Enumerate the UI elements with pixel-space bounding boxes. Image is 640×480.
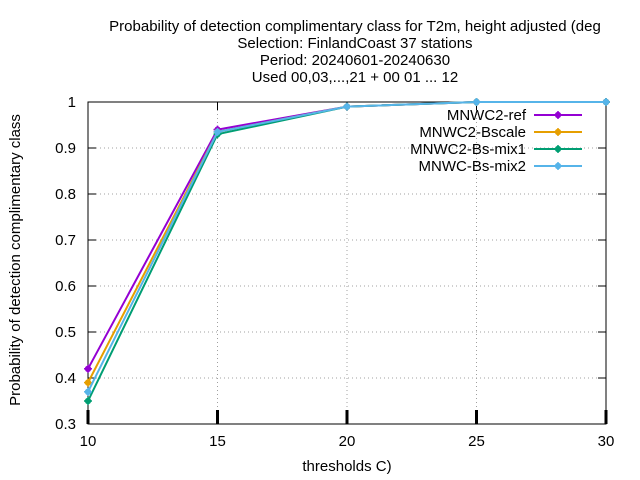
legend-label: MNWC2-Bscale xyxy=(419,124,526,141)
x-tick-label: 10 xyxy=(80,433,97,450)
y-tick-label: 0.3 xyxy=(55,416,76,433)
y-tick-label: 1 xyxy=(68,94,76,111)
title-line: Period: 20240601-20240630 xyxy=(260,52,450,69)
y-tick-labels: 0.3 0.4 0.5 0.6 0.7 0.8 0.9 1 xyxy=(55,94,76,433)
data-point xyxy=(84,378,92,387)
legend-label: MNWC2-Bs-mix1 xyxy=(410,141,526,158)
x-tick-label: 15 xyxy=(209,433,226,450)
data-point xyxy=(84,397,92,405)
x-tick-label: 25 xyxy=(468,433,485,450)
data-point xyxy=(213,127,222,136)
x-tick-labels: 10 15 20 25 30 xyxy=(80,433,615,450)
data-point xyxy=(343,102,351,111)
grid xyxy=(88,102,606,424)
series xyxy=(84,98,610,405)
y-axis-label: Probability of detection complimentary c… xyxy=(7,114,24,406)
y-tick-label: 0.5 xyxy=(55,324,76,341)
y-tick-label: 0.7 xyxy=(55,232,76,249)
legend-marker xyxy=(554,162,562,170)
legend-marker xyxy=(554,111,562,119)
title-line: Used 00,03,...,21 + 00 01 ... 12 xyxy=(252,69,458,86)
y-tick-label: 0.6 xyxy=(55,278,76,295)
title-line: Probability of detection complimentary c… xyxy=(109,18,601,35)
legend: MNWC2-refMNWC2-BscaleMNWC2-Bs-mix1MNWC-B… xyxy=(410,107,582,175)
y-tick-label: 0.4 xyxy=(55,370,76,387)
x-axis-label: thresholds C) xyxy=(302,458,391,475)
x-tick-label: 30 xyxy=(598,433,615,450)
data-point xyxy=(472,98,481,106)
legend-label: MNWC-Bs-mix2 xyxy=(419,158,526,175)
x-tick-label: 20 xyxy=(339,433,356,450)
data-point xyxy=(602,98,610,106)
legend-marker xyxy=(554,145,562,153)
data-point xyxy=(84,364,92,373)
legend-marker xyxy=(554,128,562,136)
legend-label: MNWC2-ref xyxy=(447,107,527,124)
chart-title: Probability of detection complimentary c… xyxy=(109,18,601,86)
title-line: Selection: FinlandCoast 37 stations xyxy=(237,35,472,52)
y-tick-label: 0.9 xyxy=(55,140,76,157)
data-point xyxy=(84,387,92,396)
y-tick-label: 0.8 xyxy=(55,186,76,203)
